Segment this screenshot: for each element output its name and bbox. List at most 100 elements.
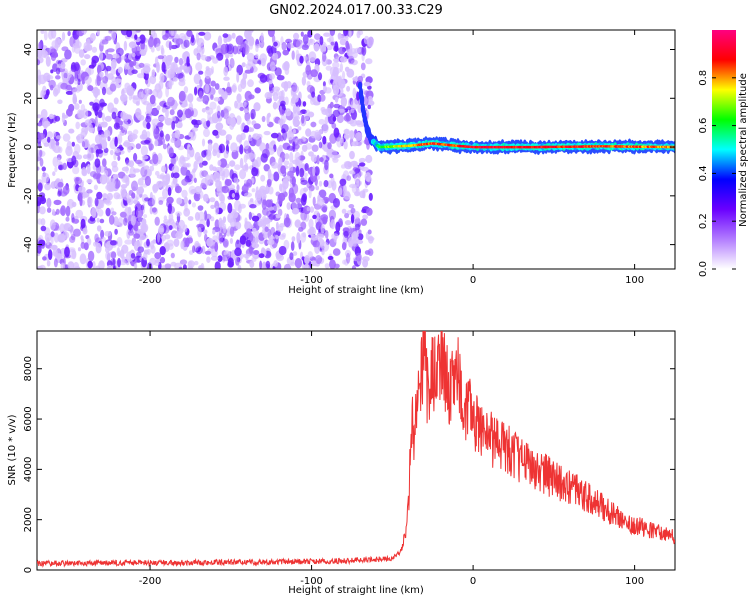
noise-speck — [307, 228, 313, 235]
noise-speck — [279, 109, 285, 116]
noise-speck — [133, 129, 139, 135]
noise-speck — [195, 246, 203, 255]
noise-speck — [258, 253, 265, 259]
noise-speck — [96, 217, 100, 223]
noise-speck — [248, 126, 252, 133]
colorbar-tick-label: 0.0 — [698, 261, 709, 277]
noise-speck — [286, 145, 294, 151]
noise-speck — [344, 220, 352, 226]
noise-speck — [204, 83, 210, 94]
noise-speck — [161, 165, 167, 173]
noise-speck — [241, 77, 247, 85]
noise-speck — [316, 175, 320, 180]
noise-speck — [361, 45, 367, 56]
noise-speck — [133, 233, 141, 239]
colorbar: 0.0 0.2 0.4 0.6 0.8 Normalized spectral ampl… — [698, 30, 749, 277]
noise-speck — [197, 227, 202, 238]
noise-speck — [55, 135, 62, 140]
x-tick-label: -200 — [139, 275, 162, 286]
noise-speck — [241, 184, 249, 193]
noise-speck — [75, 86, 81, 93]
noise-speck — [244, 192, 252, 198]
noise-speck — [229, 120, 235, 130]
noise-speck — [151, 207, 157, 213]
noise-speck — [319, 157, 324, 163]
noise-speck — [253, 123, 261, 130]
noise-speck — [201, 54, 208, 61]
noise-speck — [186, 30, 193, 37]
noise-speck — [356, 30, 361, 39]
noise-speck — [110, 30, 117, 41]
noise-speck — [104, 35, 112, 41]
noise-speck — [301, 193, 307, 203]
noise-speck — [105, 199, 112, 206]
noise-speck — [265, 199, 273, 208]
noise-speck — [239, 144, 244, 155]
y-tick-label: -20 — [23, 188, 34, 204]
noise-speck — [363, 81, 371, 87]
noise-speck — [254, 53, 259, 59]
noise-speck — [272, 101, 278, 110]
noise-speck — [281, 123, 289, 133]
noise-speck — [292, 94, 299, 103]
noise-speck — [167, 81, 172, 88]
noise-speck — [99, 51, 104, 62]
noise-speck — [81, 30, 88, 34]
spectrogram-y-label: Frequency (Hz) — [7, 112, 18, 188]
noise-speck — [294, 151, 301, 163]
noise-speck — [346, 85, 351, 92]
noise-speck — [86, 178, 93, 184]
noise-speck — [358, 157, 366, 163]
noise-speck — [108, 178, 116, 188]
noise-speck — [260, 174, 266, 182]
noise-speck — [162, 143, 167, 150]
noise-speck — [259, 74, 268, 83]
noise-speck — [168, 218, 175, 224]
noise-speck — [318, 189, 327, 198]
noise-speck — [188, 146, 193, 151]
noise-speck — [341, 48, 346, 54]
noise-speck — [130, 253, 136, 259]
noise-speck — [363, 95, 369, 106]
noise-speck — [143, 65, 151, 74]
noise-speck — [97, 209, 104, 217]
noise-speck — [67, 30, 71, 37]
noise-speck — [253, 102, 261, 112]
colorbar-tick-label: 0.8 — [698, 70, 709, 86]
noise-speck — [86, 163, 91, 175]
noise-speck — [57, 99, 63, 105]
noise-speck — [80, 104, 86, 112]
noise-speck — [40, 195, 45, 202]
noise-speck — [203, 31, 212, 41]
noise-speck — [39, 149, 43, 157]
noise-speck — [343, 30, 348, 37]
noise-speck — [61, 46, 69, 52]
noise-speck — [164, 234, 171, 240]
noise-speck — [205, 149, 212, 161]
noise-speck — [280, 165, 286, 175]
noise-speck — [187, 216, 194, 221]
noise-speck — [222, 33, 229, 38]
y-tick-label: 8000 — [23, 356, 34, 381]
noise-speck — [217, 255, 223, 262]
noise-speck — [354, 75, 358, 82]
noise-speck — [37, 182, 43, 192]
noise-speck — [206, 256, 211, 264]
noise-speck — [47, 136, 51, 143]
noise-speck — [346, 175, 352, 182]
noise-speck — [97, 110, 103, 119]
noise-speck — [348, 170, 356, 175]
noise-speck — [295, 165, 300, 177]
noise-speck — [212, 229, 216, 235]
noise-speck — [40, 109, 48, 119]
noise-speck — [135, 108, 142, 119]
noise-speck — [193, 177, 197, 183]
noise-speck — [87, 123, 93, 132]
noise-speck — [80, 59, 86, 66]
noise-speck — [55, 75, 61, 80]
noise-speck — [183, 86, 189, 94]
noise-speck — [50, 53, 59, 58]
snr-x-ticks: -200 -100 0 100 — [139, 331, 644, 587]
noise-speck — [141, 218, 147, 226]
noise-speck — [332, 84, 340, 96]
